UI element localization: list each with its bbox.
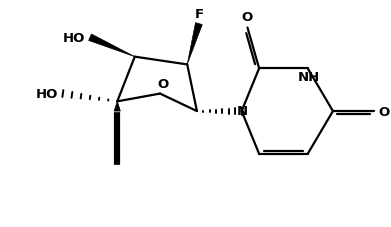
Text: HO: HO xyxy=(36,88,58,101)
Text: O: O xyxy=(242,11,253,24)
Text: HO: HO xyxy=(63,32,85,44)
Text: N: N xyxy=(237,104,248,117)
Polygon shape xyxy=(187,24,202,65)
Polygon shape xyxy=(89,35,135,57)
Text: O: O xyxy=(378,105,390,118)
Text: F: F xyxy=(194,8,203,21)
Text: NH: NH xyxy=(297,71,319,84)
Polygon shape xyxy=(114,102,120,111)
Text: O: O xyxy=(158,77,169,90)
